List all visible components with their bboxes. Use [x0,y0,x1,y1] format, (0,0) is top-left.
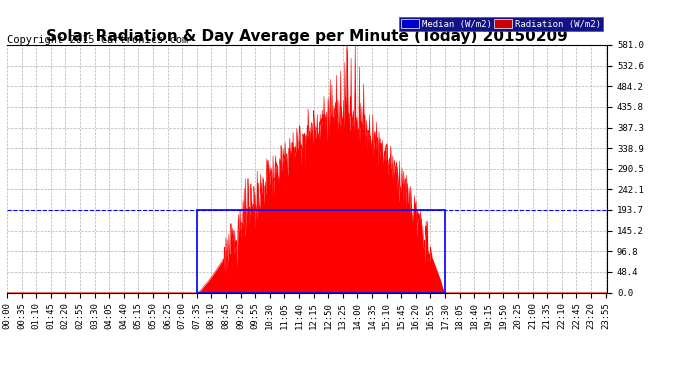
Legend: Median (W/m2), Radiation (W/m2): Median (W/m2), Radiation (W/m2) [399,17,602,31]
Text: Copyright 2015 Cartronics.com: Copyright 2015 Cartronics.com [7,35,188,45]
Title: Solar Radiation & Day Average per Minute (Today) 20150209: Solar Radiation & Day Average per Minute… [46,29,568,44]
Bar [197,210,445,292]
